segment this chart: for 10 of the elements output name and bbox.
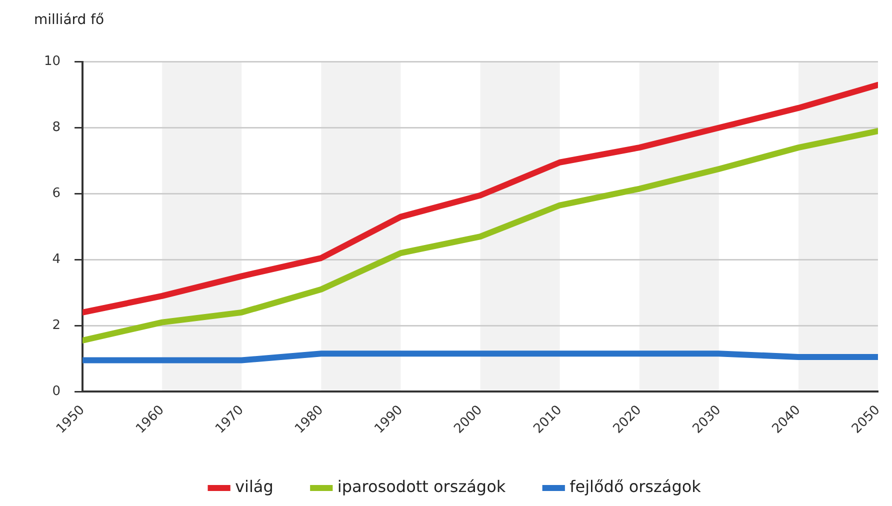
y-tick-label: 6 — [52, 186, 61, 202]
y-axis-title: milliárd fő — [34, 12, 104, 28]
legend-label: fejlődő országok — [570, 477, 702, 496]
y-tick-label: 4 — [52, 252, 61, 268]
y-tick-label: 10 — [44, 54, 61, 70]
legend-label: világ — [235, 477, 274, 496]
legend-label: iparosodott országok — [337, 477, 506, 496]
y-tick-label: 8 — [52, 120, 61, 136]
y-tick-label: 0 — [52, 384, 61, 399]
y-tick-label: 2 — [52, 318, 61, 333]
